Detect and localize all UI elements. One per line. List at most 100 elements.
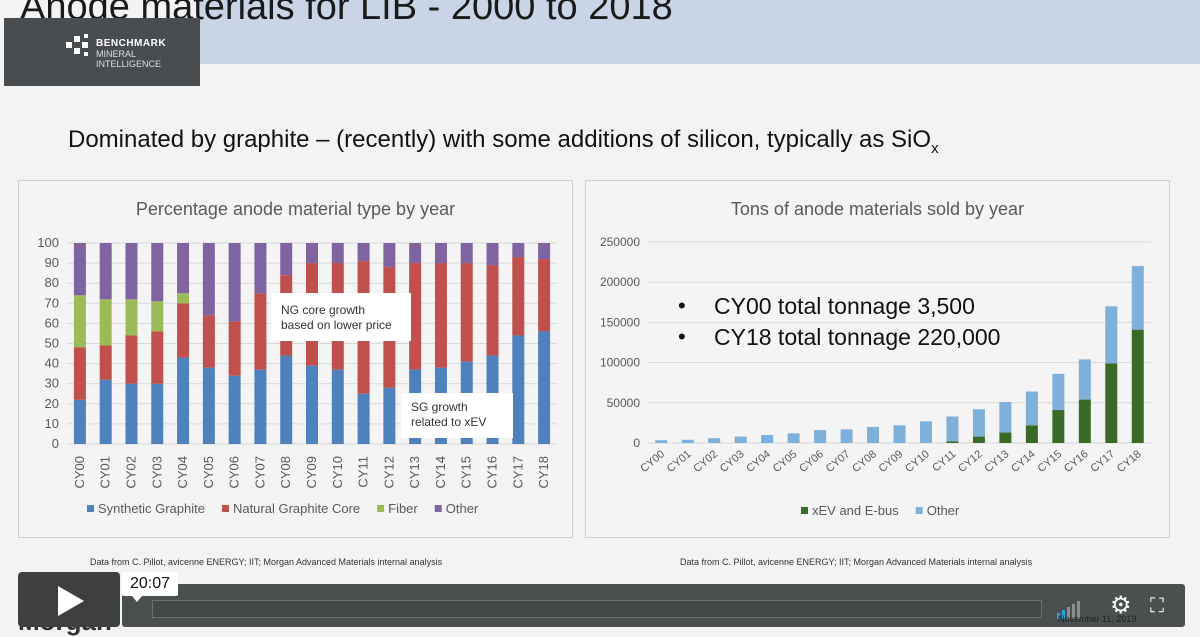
bar-segment [867,426,880,443]
x-tick-label: CY18 [536,456,551,489]
tonnage-chart-panel: Tons of anode materials sold by year 0 50… [585,180,1170,538]
slide-date: November 11, 2019 [1058,614,1137,624]
benchmark-logo: BENCHMARK MINERAL INTELLIGENCE [4,18,200,86]
bar-segment [73,347,86,400]
y-tick-label: 80 [45,275,59,290]
chart-title: Tons of anode materials sold by year [730,199,1025,219]
bar-segment [999,401,1012,433]
bar-segment [125,243,138,300]
bar-segment [125,299,138,336]
bar-segment [538,243,551,260]
control-bar: ⚙ ⛶ [122,584,1185,627]
y-tick-label: 40 [45,356,59,371]
x-tick-label: CY03 [149,456,164,489]
bar-segment [383,243,396,268]
bar-segment [280,243,293,276]
logo-line1: BENCHMARK [96,38,167,49]
bar-segment [99,345,112,380]
x-tick-label: CY14 [433,456,448,489]
bar-segment [512,257,525,336]
legend-swatch [87,505,94,512]
bar-segment [151,243,164,302]
bar-segment [434,263,447,368]
logo-line3: INTELLIGENCE [96,59,162,69]
bar-segment [972,436,985,443]
x-tick-label: CY00 [638,448,667,475]
source-note-left: Data from C. Pillot, avicenne ENERGY; II… [90,557,443,567]
x-tick-label: CY02 [123,456,138,489]
x-tick-label: CY01 [665,448,694,475]
bar-segment [73,295,86,348]
y-tick-label: 30 [45,376,59,391]
annotation-bullet: • [678,324,686,349]
x-tick-label: CY04 [744,448,773,475]
bar-segment [228,375,241,444]
legend-swatch [377,505,385,512]
volume-icon[interactable] [1057,599,1080,619]
bar-segment [946,416,959,442]
bar-segment [125,335,138,384]
gear-icon[interactable]: ⚙ [1110,592,1132,619]
bar-segment [919,421,932,443]
bar-segment [972,409,985,437]
bar-segment [280,355,293,444]
x-tick-label: CY01 [98,456,113,489]
annotation-sg-line1: SG growth [411,400,468,414]
y-tick-label: 50 [45,336,59,351]
x-tick-label: CY12 [381,456,396,489]
header-banner [200,0,1200,64]
percentage-chart-panel: Percentage anode material type by year 0… [18,180,573,538]
x-tick-label: CY06 [227,456,242,489]
bar-segment [1052,373,1065,411]
bar-segment [331,243,344,264]
legend-swatch [915,507,923,514]
x-tick-label: CY11 [356,456,371,488]
play-button[interactable] [18,572,120,627]
slide-subtitle: Dominated by graphite – (recently) with … [68,126,939,157]
y-tick-label: 250000 [600,235,640,249]
x-tick-label: CY03 [718,448,747,475]
bar-segment [893,425,906,443]
bar-segment [512,243,525,258]
bar-segment [383,387,396,444]
x-tick-label: CY17 [510,456,525,489]
bar-segment [1105,306,1118,364]
bar-segment [681,439,694,443]
bar-segment [1131,266,1144,330]
annotation-text: CY00 total tonnage 3,500 [714,293,975,319]
x-tick-label: CY07 [252,456,267,489]
legend-label: xEV and E-bus [812,503,899,518]
bar-segment [99,299,112,346]
x-tick-label: CY05 [201,456,216,489]
bar-segment [151,331,164,384]
bar-segment [1078,359,1091,400]
x-tick-label: CY13 [983,448,1012,475]
fullscreen-icon[interactable]: ⛶ [1150,595,1164,617]
legend-swatch [221,505,229,512]
y-tick-label: 90 [45,255,59,270]
bar-segment [177,243,190,294]
legend-swatch [434,505,442,512]
bar-segment [734,436,747,443]
y-tick-label: 10 [45,416,59,431]
legend-label: Natural Graphite Core [233,501,360,516]
bar-segment [486,243,499,266]
annotation-ng-line1: NG core growth [281,303,365,317]
y-tick-label: 20 [45,396,59,411]
bar-segment [512,335,525,444]
y-tick-label: 0 [633,436,640,450]
annotation-box [401,393,513,438]
bar-segment [1078,399,1091,443]
bar-segment [409,263,422,370]
x-tick-label: CY15 [1035,448,1064,475]
x-tick-label: CY15 [459,456,474,489]
bar-segment [761,434,774,443]
progress-bar[interactable] [152,600,1042,618]
y-tick-label: 200000 [600,275,640,289]
bar-segment [538,331,551,444]
bar-segment [1052,410,1065,443]
x-tick-label: CY12 [956,448,985,475]
tonnage-chart: 050000100000150000200000250000CY00CY01CY… [600,235,1151,518]
x-tick-label: CY04 [175,456,190,489]
x-tick-label: CY06 [797,448,826,475]
